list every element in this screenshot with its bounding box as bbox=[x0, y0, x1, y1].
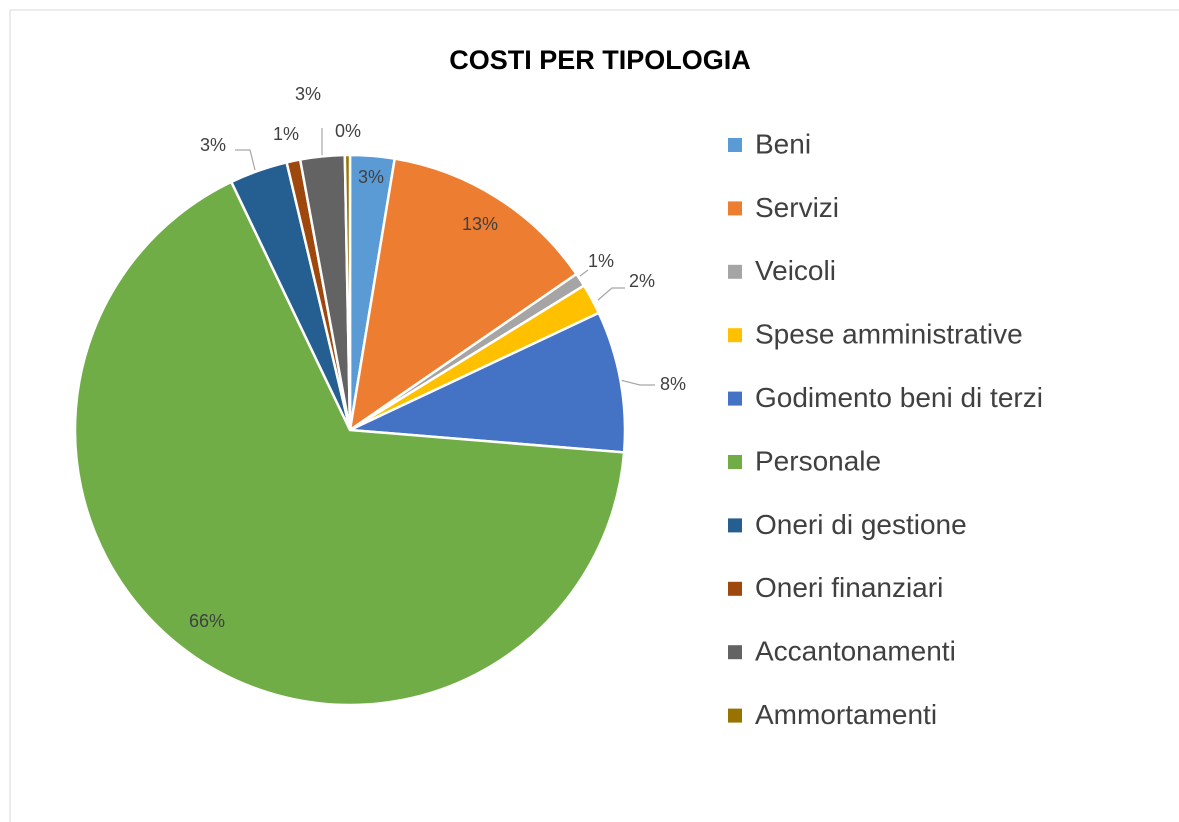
data-label: 3% bbox=[295, 84, 321, 104]
legend-swatch bbox=[728, 391, 742, 406]
legend-swatch bbox=[728, 328, 742, 343]
leader-lines bbox=[235, 128, 655, 386]
legend-swatch bbox=[728, 264, 742, 279]
leader-line bbox=[619, 379, 655, 386]
legend-swatch bbox=[728, 201, 742, 216]
leader-line bbox=[579, 269, 589, 277]
data-label: 8% bbox=[660, 374, 686, 394]
legend-label: Ammortamenti bbox=[755, 699, 937, 730]
legend-label: Spese amministrative bbox=[755, 319, 1023, 350]
data-label: 66% bbox=[189, 611, 225, 631]
data-label: 2% bbox=[629, 271, 655, 291]
legend-label: Accantonamenti bbox=[755, 636, 956, 667]
legend-swatch bbox=[728, 581, 742, 596]
data-label: 0% bbox=[335, 121, 361, 141]
legend-swatch bbox=[728, 138, 742, 152]
legend-swatch bbox=[728, 708, 742, 723]
pie-slice bbox=[73, 180, 626, 707]
legend-label: Personale bbox=[755, 445, 881, 476]
pie-slice bbox=[348, 157, 579, 433]
pie-slice bbox=[345, 311, 627, 454]
legend-label: Oneri di gestione bbox=[755, 509, 967, 540]
legend-swatch bbox=[728, 645, 742, 660]
legend-label: Servizi bbox=[755, 192, 839, 223]
legend-label: Beni bbox=[755, 128, 811, 159]
data-label: 13% bbox=[462, 214, 498, 234]
data-label: 3% bbox=[200, 135, 226, 155]
chart-frame bbox=[9, 9, 1179, 822]
legend-label: Veicoli bbox=[755, 255, 836, 286]
legend-swatch bbox=[728, 518, 742, 533]
chart-title: COSTI PER TIPOLOGIA bbox=[449, 45, 751, 75]
data-label: 1% bbox=[588, 251, 614, 271]
legend-label: Oneri finanziari bbox=[755, 572, 943, 603]
legend-swatch bbox=[728, 455, 742, 469]
leader-line bbox=[235, 149, 256, 171]
legend-label: Godimento beni di terzi bbox=[755, 382, 1043, 413]
leader-line bbox=[597, 287, 625, 301]
data-label: 1% bbox=[273, 124, 299, 144]
pie-slice bbox=[343, 153, 352, 431]
data-label: 3% bbox=[358, 167, 384, 187]
